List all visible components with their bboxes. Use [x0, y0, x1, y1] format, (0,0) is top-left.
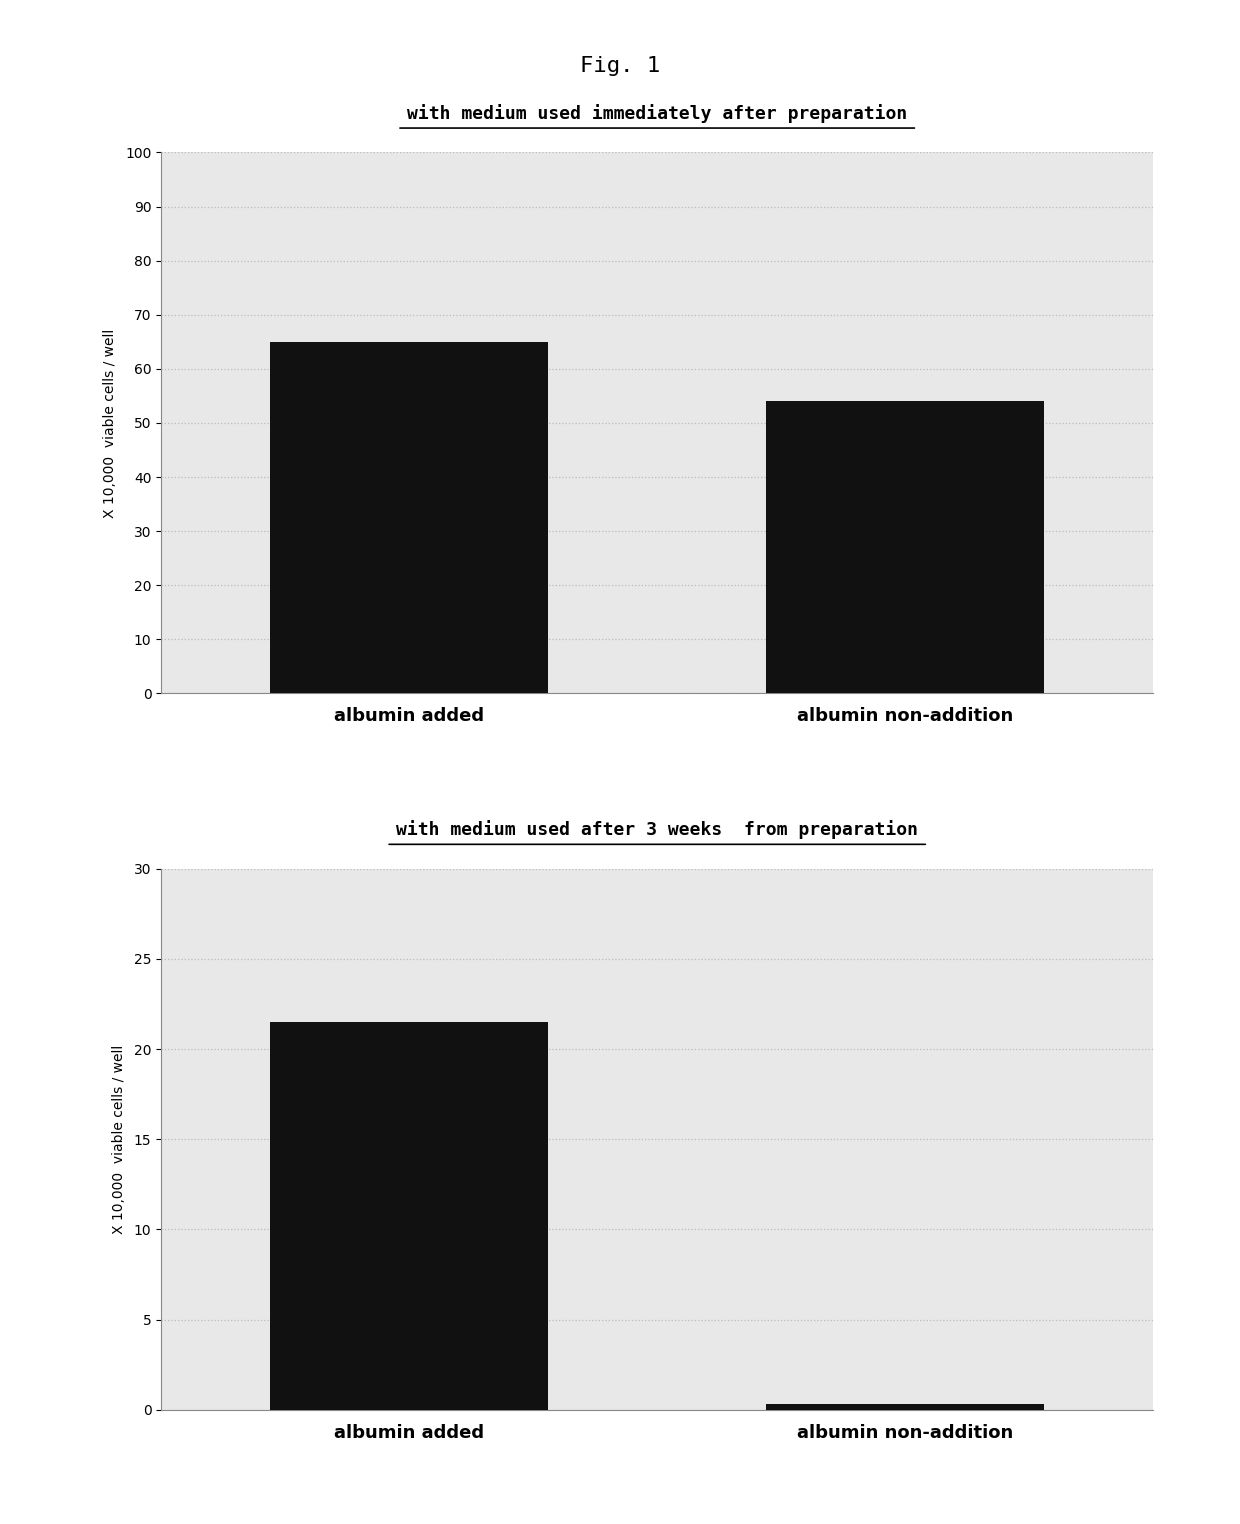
- Text: with medium used immediately after preparation: with medium used immediately after prepa…: [407, 104, 908, 122]
- Bar: [270, 341, 548, 693]
- Bar: [766, 1404, 1044, 1410]
- Y-axis label: X 10,000  viable cells / well: X 10,000 viable cells / well: [112, 1044, 125, 1234]
- Y-axis label: X 10,000  viable cells / well: X 10,000 viable cells / well: [103, 328, 117, 518]
- Text: Fig. 1: Fig. 1: [580, 56, 660, 76]
- Bar: [270, 1023, 548, 1410]
- Bar: [766, 401, 1044, 693]
- Text: with medium used after 3 weeks  from preparation: with medium used after 3 weeks from prep…: [397, 820, 918, 838]
